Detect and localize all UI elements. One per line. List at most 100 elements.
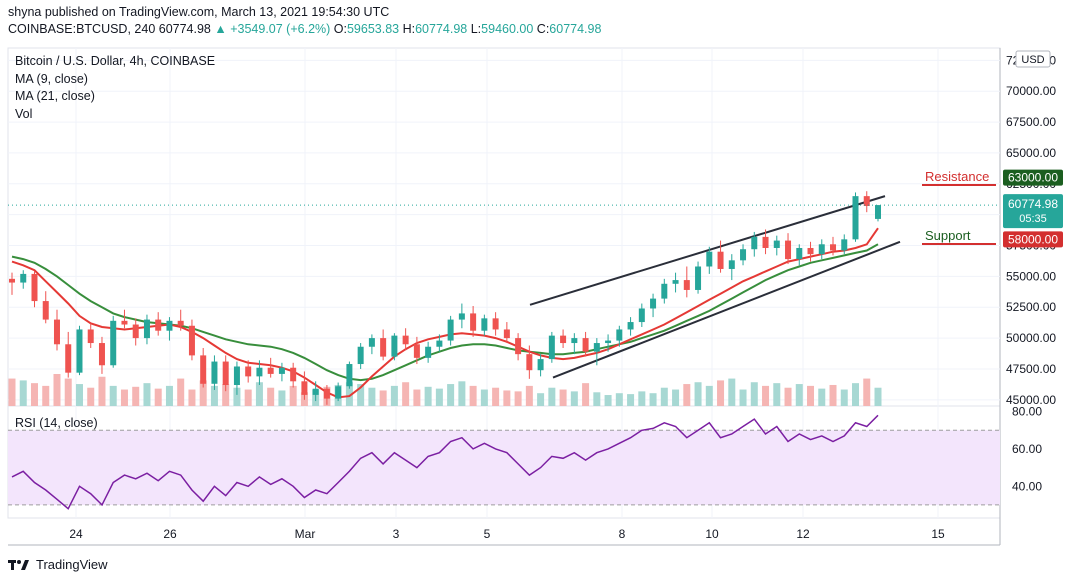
candle-body bbox=[863, 196, 870, 207]
volume-bar bbox=[593, 392, 601, 406]
ohlc-row: COINBASE:BTCUSD, 240 60774.98 ▲ +3549.07… bbox=[8, 22, 601, 36]
last-price-label: 60774.98 bbox=[1008, 197, 1058, 211]
volume-bar bbox=[582, 383, 590, 406]
volume-bar bbox=[199, 380, 207, 406]
volume-bar bbox=[840, 389, 848, 406]
volume-bar bbox=[525, 385, 533, 406]
candle-body bbox=[582, 338, 589, 352]
time-tick-label: 5 bbox=[484, 527, 491, 541]
rsi-tick-label: 80.00 bbox=[1012, 405, 1042, 419]
candle-body bbox=[548, 335, 555, 360]
legend-ma9[interactable]: MA (9, close) bbox=[15, 71, 88, 86]
volume-bar bbox=[750, 382, 758, 406]
candle-body bbox=[20, 273, 27, 283]
candle-body bbox=[87, 329, 94, 344]
candle-body bbox=[278, 367, 285, 374]
tradingview-logo[interactable]: TradingView bbox=[8, 557, 108, 572]
legend-title: Bitcoin / U.S. Dollar, 4h, COINBASE bbox=[15, 54, 216, 68]
candle-body bbox=[143, 319, 150, 339]
volume-bar bbox=[402, 382, 410, 406]
volume-bar bbox=[233, 387, 241, 406]
volume-bar bbox=[132, 386, 140, 406]
volume-bar bbox=[267, 387, 275, 406]
volume-bar bbox=[8, 378, 16, 406]
volume-bar bbox=[368, 387, 376, 406]
price-tick-label: 67500.00 bbox=[1006, 115, 1056, 129]
change-label: ▲ +3549.07 (+6.2%) bbox=[214, 22, 331, 36]
currency-badge bbox=[1015, 50, 1051, 68]
price-tick-label: 50000.00 bbox=[1006, 331, 1056, 345]
candle-body bbox=[368, 338, 375, 347]
volume-bar bbox=[413, 389, 421, 406]
volume-bar bbox=[874, 387, 882, 406]
candle-body bbox=[267, 367, 274, 374]
candle-body bbox=[661, 283, 668, 299]
volume-bar bbox=[514, 391, 522, 406]
candle-body bbox=[773, 240, 780, 248]
candle-body bbox=[503, 329, 510, 339]
volume-bar bbox=[244, 389, 252, 406]
volume-bar bbox=[649, 393, 657, 406]
volume-bar bbox=[492, 387, 500, 406]
volume-bar bbox=[42, 385, 50, 406]
volume-bar bbox=[19, 380, 27, 406]
volume-bar bbox=[559, 389, 567, 406]
legend-vol[interactable]: Vol bbox=[15, 106, 33, 121]
legend-ma21[interactable]: MA (21, close) bbox=[15, 89, 95, 103]
candle-body bbox=[638, 308, 645, 323]
volume-bar bbox=[818, 388, 826, 406]
currency-label: USD bbox=[1021, 54, 1044, 66]
volume-bar bbox=[863, 378, 871, 406]
candle-body bbox=[740, 249, 747, 261]
candle-body bbox=[402, 335, 409, 345]
candle-body bbox=[323, 388, 330, 399]
candle-body bbox=[211, 361, 218, 384]
volume-bar bbox=[64, 378, 72, 406]
support-price-label: 58000.00 bbox=[1008, 232, 1058, 246]
volume-bar bbox=[458, 381, 466, 406]
candle-body bbox=[312, 388, 319, 395]
candle-body bbox=[357, 346, 364, 365]
volume-bar bbox=[627, 394, 635, 406]
volume-bar bbox=[109, 385, 117, 406]
candle-body bbox=[875, 205, 881, 219]
high-label: H: bbox=[402, 22, 416, 36]
last-price-badge bbox=[1003, 194, 1063, 229]
resistance-price-label: 63000.00 bbox=[1008, 171, 1058, 185]
candle-body bbox=[458, 313, 465, 320]
volume-bar bbox=[75, 384, 83, 406]
candle-body bbox=[233, 366, 240, 386]
volume-bar bbox=[165, 385, 173, 406]
volume-bar bbox=[255, 382, 263, 406]
channel-lower-line bbox=[552, 240, 901, 379]
rsi-tick-label: 40.00 bbox=[1012, 479, 1042, 493]
volume-bar bbox=[357, 384, 365, 406]
volume-bar bbox=[672, 389, 680, 406]
candle-body bbox=[593, 343, 600, 352]
open-value: 59653.83 bbox=[346, 22, 400, 36]
rsi-line bbox=[11, 414, 879, 510]
candle-body bbox=[110, 320, 117, 366]
candle-body bbox=[841, 239, 848, 251]
time-tick-label: 15 bbox=[931, 527, 945, 541]
volume-bar bbox=[289, 385, 297, 406]
candle-body bbox=[335, 386, 342, 399]
candle-body bbox=[177, 320, 184, 326]
legend-rsi[interactable]: RSI (14, close) bbox=[15, 416, 98, 430]
volume-bar bbox=[447, 384, 455, 406]
candle-body bbox=[245, 366, 252, 377]
candle-body bbox=[31, 273, 38, 302]
volume-bar bbox=[435, 388, 443, 406]
candle-body bbox=[706, 251, 713, 267]
price-tick-label: 45000.00 bbox=[1006, 393, 1056, 407]
last-price: 60774.98 bbox=[158, 22, 211, 36]
high-value: 60774.98 bbox=[415, 22, 468, 36]
price-tick-label: 52500.00 bbox=[1006, 300, 1056, 314]
candle-body bbox=[413, 344, 420, 358]
candle-body bbox=[470, 313, 477, 331]
candle-body bbox=[571, 338, 578, 344]
candle-body bbox=[683, 280, 690, 290]
volume-bar bbox=[604, 395, 612, 406]
candle-body bbox=[751, 236, 758, 250]
candle-body bbox=[98, 343, 105, 366]
